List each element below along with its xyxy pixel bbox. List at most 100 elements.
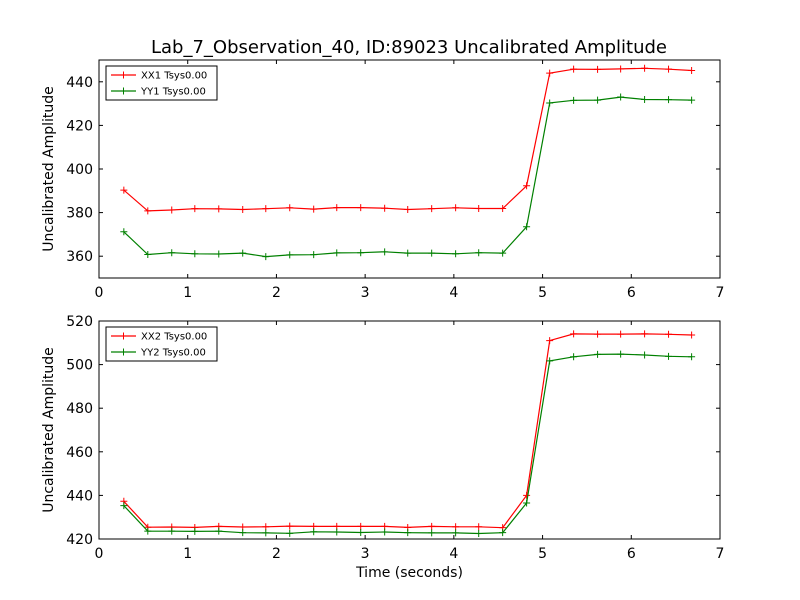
data-point bbox=[641, 95, 649, 103]
data-point bbox=[168, 527, 176, 535]
data-point bbox=[475, 204, 483, 212]
data-point bbox=[641, 330, 649, 338]
legend-label: XX1 Tsys0.00 bbox=[141, 71, 207, 82]
data-point bbox=[428, 522, 436, 530]
data-point bbox=[215, 527, 223, 535]
data-point bbox=[120, 502, 128, 510]
bottom-panel: 0 1 2 3 4 5 6 7 420 440 460 480 500 520 Uncalibrated A… bbox=[41, 314, 724, 581]
data-point bbox=[262, 529, 270, 537]
legend-label: XX2 Tsys0.00 bbox=[141, 332, 207, 343]
y-axis-label: Uncalibrated Amplitude bbox=[41, 86, 57, 252]
x-tick-label: 7 bbox=[716, 546, 725, 562]
data-point bbox=[215, 205, 223, 213]
data-point bbox=[262, 523, 270, 531]
data-point bbox=[381, 248, 389, 256]
data-point bbox=[475, 249, 483, 257]
data-point bbox=[286, 251, 294, 259]
data-point bbox=[617, 93, 625, 101]
x-tick-label: 1 bbox=[183, 546, 192, 562]
x-tick-label: 4 bbox=[449, 285, 458, 301]
data-point bbox=[546, 357, 554, 365]
data-point bbox=[144, 207, 152, 215]
data-point bbox=[688, 96, 696, 104]
data-point bbox=[617, 350, 625, 358]
data-point bbox=[617, 65, 625, 73]
data-point bbox=[665, 96, 673, 104]
legend-marker bbox=[120, 87, 127, 95]
data-point bbox=[688, 66, 696, 74]
data-point bbox=[546, 337, 554, 345]
data-point bbox=[641, 64, 649, 72]
x-tick-label: 6 bbox=[627, 285, 636, 301]
legend-label: YY2 Tsys0.00 bbox=[140, 348, 206, 359]
y-tick-label: 440 bbox=[66, 488, 93, 504]
data-point bbox=[286, 529, 294, 537]
data-point bbox=[404, 249, 412, 257]
data-point bbox=[523, 499, 531, 507]
legend-box bbox=[105, 65, 218, 101]
top-panel: 0 1 2 3 4 5 6 7 360 380 400 420 440 Uncalibrated Ampl… bbox=[41, 59, 724, 301]
y-tick-label: 420 bbox=[66, 532, 93, 548]
x-tick-label: 0 bbox=[95, 546, 104, 562]
data-point bbox=[641, 351, 649, 359]
data-point bbox=[333, 249, 341, 257]
data-point bbox=[357, 522, 365, 530]
data-point bbox=[594, 350, 602, 358]
data-point bbox=[523, 491, 531, 499]
y-tick-label: 360 bbox=[66, 249, 93, 265]
data-point bbox=[546, 99, 554, 107]
data-point bbox=[262, 205, 270, 213]
x-tick-label: 5 bbox=[538, 285, 547, 301]
legend: XX1 Tsys0.00 YY1 Tsys0.00 bbox=[105, 65, 218, 101]
data-point bbox=[523, 223, 531, 231]
data-point bbox=[357, 528, 365, 536]
data-point bbox=[523, 182, 531, 190]
data-point bbox=[617, 330, 625, 338]
data-point bbox=[428, 529, 436, 537]
data-point bbox=[570, 330, 578, 338]
data-point bbox=[452, 250, 460, 258]
data-point bbox=[286, 204, 294, 212]
data-point bbox=[404, 529, 412, 537]
x-axis-label: Time (seconds) bbox=[355, 565, 463, 581]
y-axis-label: Uncalibrated Amplitude bbox=[41, 347, 57, 513]
data-point bbox=[665, 352, 673, 360]
x-tick-label: 3 bbox=[361, 285, 370, 301]
data-point bbox=[452, 529, 460, 537]
y-tick-label: 520 bbox=[66, 314, 93, 330]
data-point bbox=[239, 529, 247, 537]
data-point bbox=[665, 65, 673, 73]
data-point bbox=[546, 69, 554, 77]
x-tick-label: 6 bbox=[627, 546, 636, 562]
data-point bbox=[499, 204, 507, 212]
legend-box bbox=[105, 326, 218, 362]
legend-label: YY1 Tsys0.00 bbox=[140, 87, 206, 98]
data-point bbox=[475, 530, 483, 538]
chart-title: Lab_7_Observation_40, ID:89023 Uncalibra… bbox=[151, 37, 667, 58]
data-point bbox=[570, 353, 578, 361]
x-tick-label: 5 bbox=[538, 546, 547, 562]
data-point bbox=[333, 528, 341, 536]
y-tick-label: 400 bbox=[66, 162, 93, 178]
x-tick-label: 0 bbox=[95, 285, 104, 301]
legend-marker bbox=[120, 71, 127, 79]
y-tick-label: 460 bbox=[66, 445, 93, 461]
axes-frame bbox=[98, 320, 721, 540]
x-tick-label: 2 bbox=[272, 285, 281, 301]
data-point bbox=[310, 528, 318, 536]
data-point bbox=[310, 205, 318, 213]
data-point bbox=[594, 96, 602, 104]
data-point bbox=[452, 523, 460, 531]
y-tick-label: 480 bbox=[66, 401, 93, 417]
data-point bbox=[357, 249, 365, 257]
legend: XX2 Tsys0.00 YY2 Tsys0.00 bbox=[105, 326, 218, 362]
data-point bbox=[120, 228, 128, 236]
data-point bbox=[688, 353, 696, 361]
data-point bbox=[570, 65, 578, 73]
data-point bbox=[333, 204, 341, 212]
data-point bbox=[191, 527, 199, 535]
data-point bbox=[428, 249, 436, 257]
data-point bbox=[594, 330, 602, 338]
data-point bbox=[168, 206, 176, 214]
